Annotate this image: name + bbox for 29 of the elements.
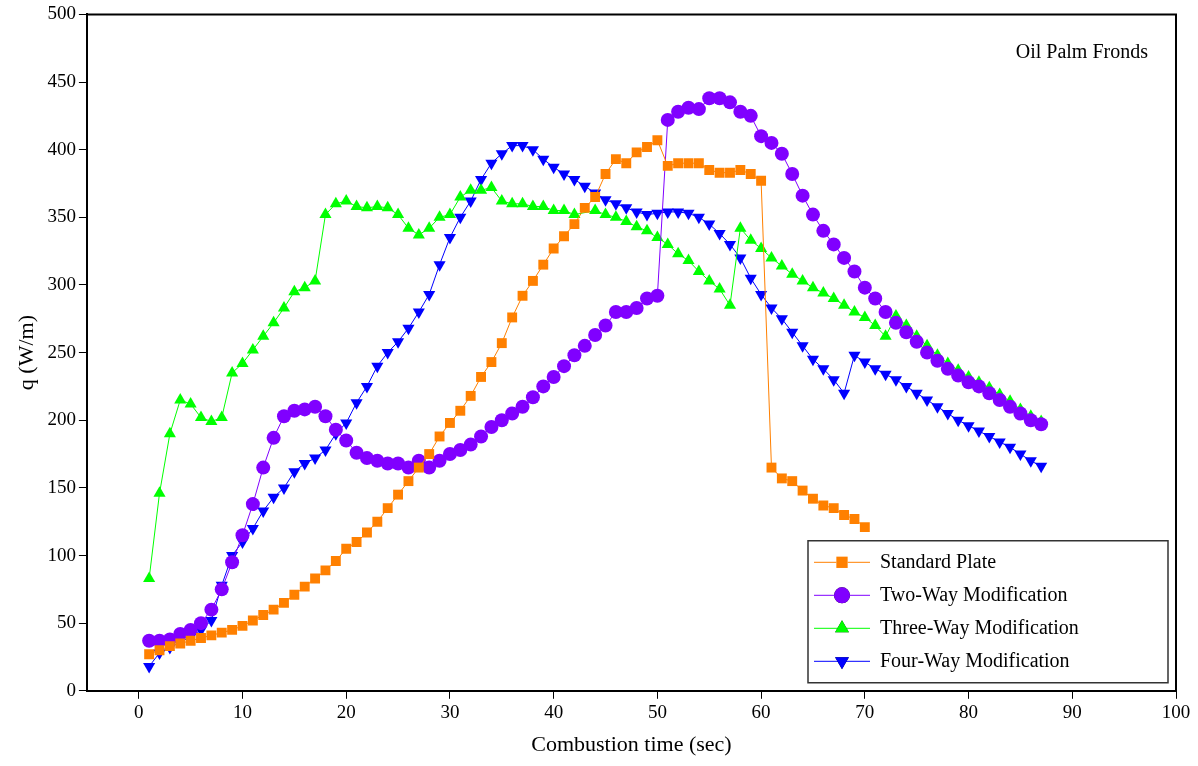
y-tick-label: 200 <box>47 408 76 430</box>
x-axis-title: Combustion time (sec) <box>531 730 732 756</box>
y-tick-label: 400 <box>47 137 76 159</box>
x-tick-label: 60 <box>751 701 771 723</box>
x-tick-label: 0 <box>134 701 144 723</box>
y-tick-label: 500 <box>47 2 76 24</box>
legend-label: Two-Way Modification <box>880 582 1068 606</box>
y-tick-label: 150 <box>47 475 76 497</box>
y-axis-title: q (W/m) <box>12 315 38 391</box>
x-tick-label: 50 <box>647 701 667 723</box>
x-tick-label: 40 <box>544 701 564 723</box>
annotation: Oil Palm Fronds <box>1015 39 1149 62</box>
x-tick-label: 70 <box>855 701 875 723</box>
y-tick-label: 100 <box>47 543 76 565</box>
x-tick-label: 30 <box>440 701 460 723</box>
y-tick-label: 350 <box>47 205 76 227</box>
legend-label: Standard Plate <box>880 549 997 572</box>
y-tick-label: 250 <box>47 340 76 362</box>
y-tick-label: 450 <box>47 70 76 92</box>
y-tick-label: 0 <box>66 678 76 700</box>
legend-label: Three-Way Modification <box>880 615 1079 639</box>
x-tick-label: 90 <box>1062 701 1082 723</box>
y-tick-label: 50 <box>56 611 76 633</box>
y-tick-label: 300 <box>47 272 76 294</box>
x-tick-label: 80 <box>959 701 979 723</box>
x-tick-label: 10 <box>232 701 252 723</box>
x-tick-label: 20 <box>336 701 356 723</box>
x-tick-label: 100 <box>1161 701 1191 723</box>
legend-label: Four-Way Modification <box>880 648 1070 672</box>
